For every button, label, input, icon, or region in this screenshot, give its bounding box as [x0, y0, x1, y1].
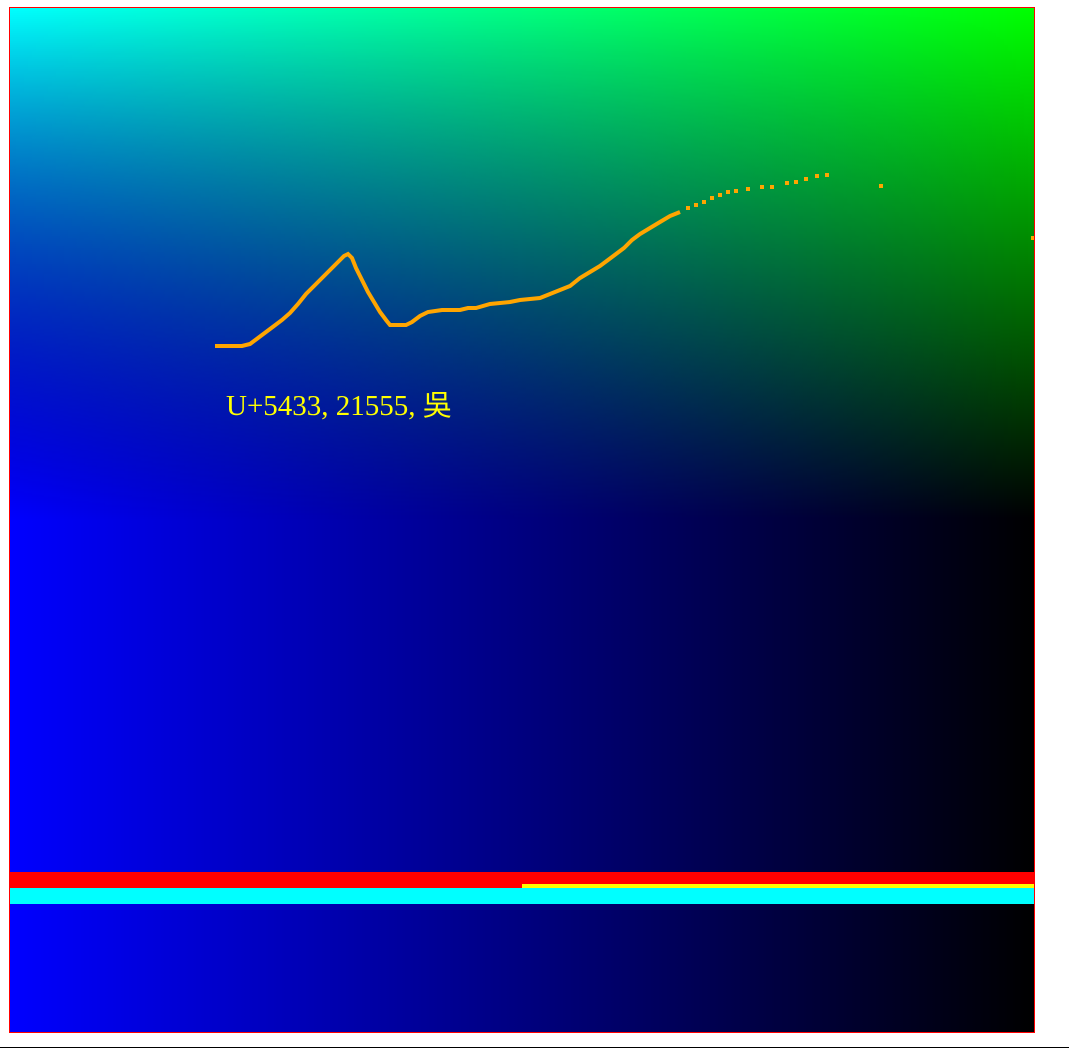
curve-dots	[686, 173, 1034, 240]
curve-dot	[1031, 236, 1034, 240]
curve-dot	[686, 206, 690, 210]
red-bar	[10, 872, 1034, 884]
orange-curve-plot	[215, 173, 1034, 348]
curve-dot	[879, 184, 883, 188]
curve-dot	[702, 200, 706, 204]
curve-dot	[734, 189, 738, 193]
orange-curve	[215, 210, 681, 348]
red-bar-lower-left	[10, 884, 522, 888]
curve-dot	[718, 193, 722, 197]
curve-dot	[760, 185, 764, 189]
curve-dot	[794, 180, 798, 184]
curve-dot	[804, 177, 808, 181]
curve-dot	[770, 185, 774, 189]
gradient-canvas: U+5433, 21555, 吳	[9, 7, 1035, 1033]
curve-dot	[726, 190, 730, 194]
cyan-bar	[10, 888, 1034, 904]
top-gradient-overlay	[10, 8, 1034, 520]
curve-dot	[746, 187, 750, 191]
bottom-gradient	[10, 520, 1034, 1032]
curve-dot	[825, 173, 829, 177]
bottom-rule	[0, 1047, 1069, 1048]
yellow-bar	[522, 884, 1034, 888]
curve-dot	[785, 181, 789, 185]
codepoint-label: U+5433, 21555, 吳	[226, 390, 452, 422]
curve-dot	[710, 196, 714, 200]
curve-dot	[694, 203, 698, 207]
curve-dot	[815, 174, 819, 178]
